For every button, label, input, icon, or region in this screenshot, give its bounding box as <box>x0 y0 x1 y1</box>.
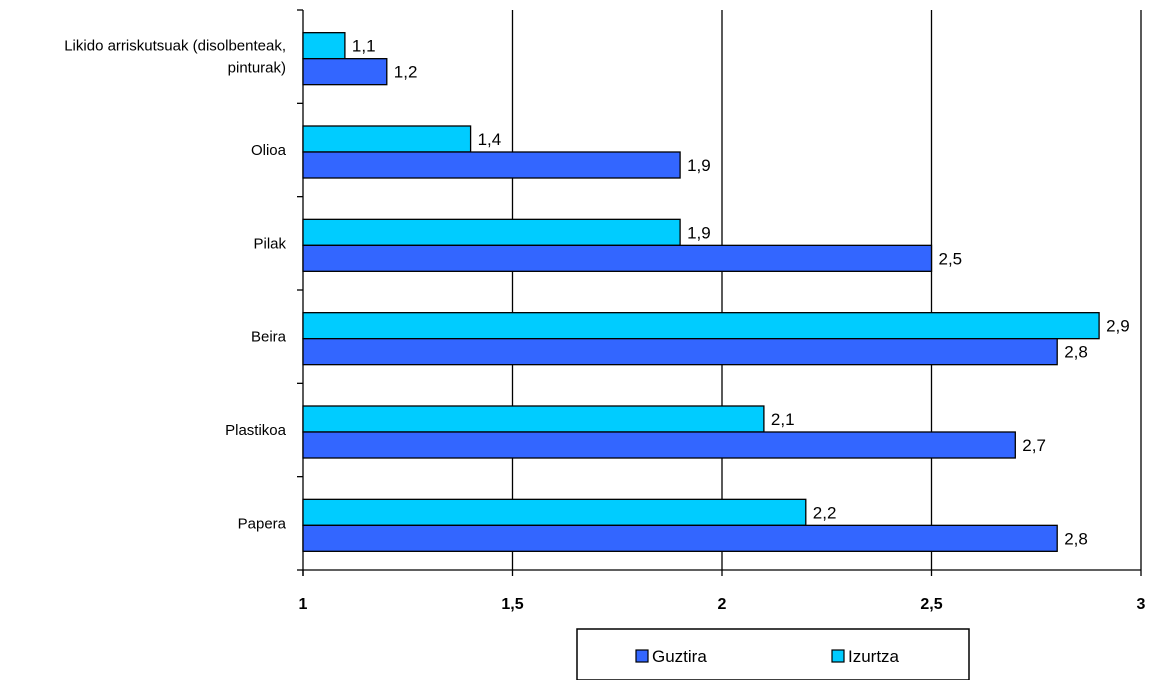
data-label: 1,9 <box>687 156 711 175</box>
x-tick-label: 2,5 <box>920 596 942 613</box>
bar-izurtza <box>302 312 1100 340</box>
data-label: 2,1 <box>771 410 795 429</box>
x-tick-label: 1,5 <box>501 596 523 613</box>
bar-izurtza <box>302 32 346 60</box>
category-label: Plastikoa <box>225 422 287 439</box>
legend-label: Izurtza <box>848 647 900 666</box>
gridlines <box>511 10 1142 570</box>
bar-guztira <box>302 524 1058 552</box>
x-tick-label: 1 <box>299 596 308 613</box>
data-label: 1,9 <box>687 223 711 242</box>
legend-swatch-guztira <box>635 649 649 663</box>
category-labels: Likido arriskutsuak (disolbenteak, pintur… <box>64 38 286 533</box>
bar-izurtza <box>302 405 765 433</box>
legend: Guztira Izurtza <box>576 628 970 680</box>
legend-label: Guztira <box>652 647 707 666</box>
x-tick-label: 2 <box>718 596 727 613</box>
category-label: Likido arriskutsuak (disolbenteak, pintur… <box>64 38 286 77</box>
bar-guztira <box>302 338 1058 366</box>
legend-swatch-izurtza <box>831 649 845 663</box>
legend-box <box>576 628 970 680</box>
data-label: 2,9 <box>1106 317 1130 336</box>
bar-izurtza <box>302 498 807 526</box>
data-label: 2,8 <box>1064 343 1088 362</box>
bar-guztira <box>302 58 388 86</box>
category-label: Beira <box>251 329 287 346</box>
axes <box>297 9 1142 576</box>
x-tick-label: 3 <box>1137 596 1146 613</box>
bar-guztira <box>302 244 933 272</box>
bar-izurtza <box>302 218 681 246</box>
bars <box>302 32 1100 552</box>
data-labels: 1,1 1,2 1,4 1,9 1,9 2,5 2,9 2,8 2,1 2,7 2,2 2,8 <box>352 37 1130 549</box>
data-label: 2,5 <box>939 249 963 268</box>
category-label: Olioa <box>251 142 287 159</box>
category-label: Papera <box>238 515 287 532</box>
bar-guztira <box>302 431 1016 459</box>
x-tick-labels: 1 1,5 2 2,5 3 <box>299 596 1146 613</box>
data-label: 2,7 <box>1022 436 1046 455</box>
bar-guztira <box>302 151 681 179</box>
data-label: 1,2 <box>394 63 418 82</box>
category-label: Pilak <box>253 235 286 252</box>
data-label: 1,1 <box>352 37 376 56</box>
data-label: 2,8 <box>1064 529 1088 548</box>
data-label: 2,2 <box>813 503 837 522</box>
data-label: 1,4 <box>478 130 502 149</box>
bar-izurtza <box>302 125 472 153</box>
